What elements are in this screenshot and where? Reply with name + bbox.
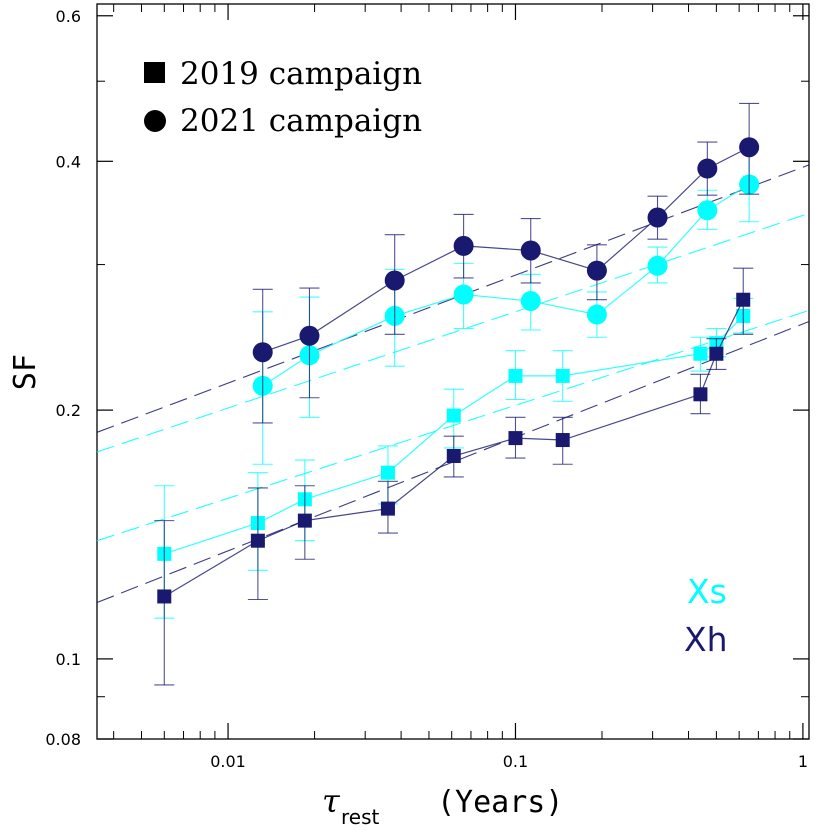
y-tick-label: 0.08 bbox=[45, 730, 81, 749]
legend-label-2019: 2019 campaign bbox=[180, 56, 422, 92]
series-group bbox=[154, 267, 754, 686]
x-axis-label-units: (Years) bbox=[437, 785, 563, 820]
y-tick-label: 0.2 bbox=[56, 401, 81, 420]
data-point-square bbox=[380, 501, 395, 516]
data-point-circle bbox=[299, 325, 320, 346]
data-point-circle bbox=[252, 342, 273, 363]
data-point-square bbox=[693, 387, 708, 402]
data-point-circle bbox=[697, 158, 718, 179]
y-tick-label: 0.1 bbox=[56, 650, 81, 669]
data-point-square bbox=[446, 408, 461, 423]
x-axis-label: τ rest (Years) bbox=[322, 782, 563, 829]
x-tick-label: 1 bbox=[798, 752, 808, 771]
x-axis-label-symbol: τ bbox=[322, 782, 341, 820]
series-line bbox=[262, 183, 750, 387]
fit-line bbox=[96, 320, 810, 604]
data-point-square bbox=[693, 346, 708, 361]
x-axis-label-subscript: rest bbox=[341, 805, 380, 829]
fit-line bbox=[96, 212, 810, 453]
data-series bbox=[154, 102, 760, 686]
data-point-square bbox=[250, 533, 265, 548]
y-tick-label: 0.4 bbox=[56, 152, 81, 171]
data-point-square bbox=[508, 368, 523, 383]
legend-circle-marker bbox=[144, 110, 166, 132]
fit-lines bbox=[96, 164, 810, 604]
data-point-square bbox=[446, 448, 461, 463]
data-point-circle bbox=[453, 284, 474, 305]
data-point-square bbox=[555, 368, 570, 383]
data-point-square bbox=[157, 589, 172, 604]
data-point-circle bbox=[520, 240, 541, 261]
data-point-circle bbox=[453, 235, 474, 256]
data-point-circle bbox=[586, 304, 607, 325]
data-point-circle bbox=[384, 270, 405, 291]
data-point-square bbox=[380, 465, 395, 480]
y-axis-label: SF bbox=[8, 354, 43, 390]
fit-line bbox=[96, 309, 810, 542]
series-line bbox=[262, 146, 750, 353]
axis-ticks: 0.01 0.1 1 0.08 0.1 0.2 0.4 0.6 bbox=[45, 4, 809, 771]
series-group bbox=[252, 102, 760, 424]
legend-label-2021: 2021 campaign bbox=[180, 103, 422, 139]
data-point-circle bbox=[586, 260, 607, 281]
legend-square-marker bbox=[144, 62, 165, 83]
data-point-circle bbox=[697, 200, 718, 221]
band-label-xs: Xs bbox=[687, 572, 727, 611]
plot-frame bbox=[96, 3, 810, 740]
data-point-circle bbox=[520, 291, 541, 312]
band-label-xh: Xh bbox=[684, 620, 728, 659]
data-point-square bbox=[736, 292, 751, 307]
series-line bbox=[164, 315, 744, 555]
data-point-square bbox=[297, 513, 312, 528]
fit-line bbox=[96, 164, 810, 433]
data-point-square bbox=[555, 433, 570, 448]
data-point-circle bbox=[647, 255, 668, 276]
data-point-square bbox=[508, 431, 523, 446]
x-tick-label: 0.01 bbox=[210, 752, 246, 771]
data-point-circle bbox=[647, 207, 668, 228]
legend: 2019 campaign 2021 campaign bbox=[144, 56, 422, 139]
y-tick-label: 0.6 bbox=[56, 7, 81, 26]
data-point-circle bbox=[739, 137, 760, 158]
data-point-square bbox=[709, 346, 724, 361]
x-tick-label: 0.1 bbox=[503, 752, 528, 771]
